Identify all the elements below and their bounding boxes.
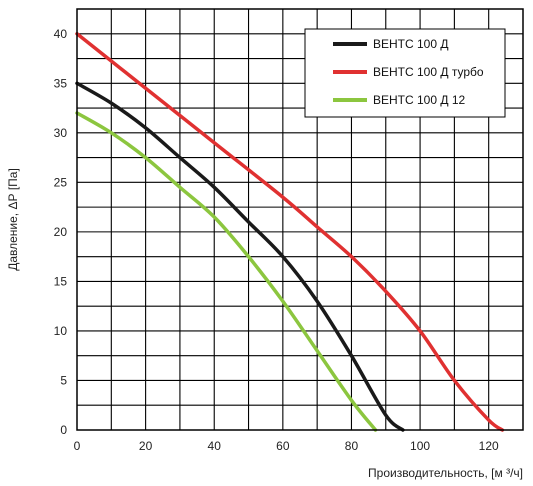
x-tick-labels: 0 20 40 60 80 100 120: [74, 439, 499, 453]
y-tick-label: 40: [54, 27, 68, 41]
x-tick-label: 100: [410, 439, 430, 453]
x-tick-label: 40: [208, 439, 222, 453]
legend: ВЕНТС 100 Д ВЕНТС 100 Д турбо ВЕНТС 100 Д …: [304, 28, 506, 118]
x-tick-label: 20: [139, 439, 153, 453]
plot-frame: [76, 8, 524, 431]
y-tick-labels: 0 5 10 15 20 25 30 35 40: [54, 27, 68, 437]
y-tick-label: 25: [54, 175, 68, 189]
y-tick-label: 15: [54, 274, 68, 288]
y-tick-label: 35: [54, 76, 68, 90]
legend-label-1: ВЕНТС 100 Д: [373, 37, 449, 51]
y-axis-label: Давление, ΔР [Па]: [6, 168, 20, 271]
x-tick-label: 0: [74, 439, 81, 453]
y-tick-label: 10: [54, 324, 68, 338]
series-layer: [75, 32, 505, 432]
x-axis-label: Производительность, [м ³/ч]: [368, 466, 523, 480]
legend-label-2: ВЕНТС 100 Д турбо: [373, 65, 484, 79]
legend-label-3: ВЕНТС 100 Д 12: [373, 93, 465, 107]
x-tick-label: 80: [345, 439, 359, 453]
y-tick-label: 0: [60, 423, 67, 437]
series-line-2: [75, 32, 505, 432]
series-line-3: [75, 111, 378, 432]
y-tick-label: 30: [54, 126, 68, 140]
x-tick-label: 60: [276, 439, 290, 453]
series-line-1: [75, 81, 405, 432]
x-tick-label: 120: [479, 439, 499, 453]
y-tick-label: 20: [54, 225, 68, 239]
y-tick-label: 5: [60, 373, 67, 387]
